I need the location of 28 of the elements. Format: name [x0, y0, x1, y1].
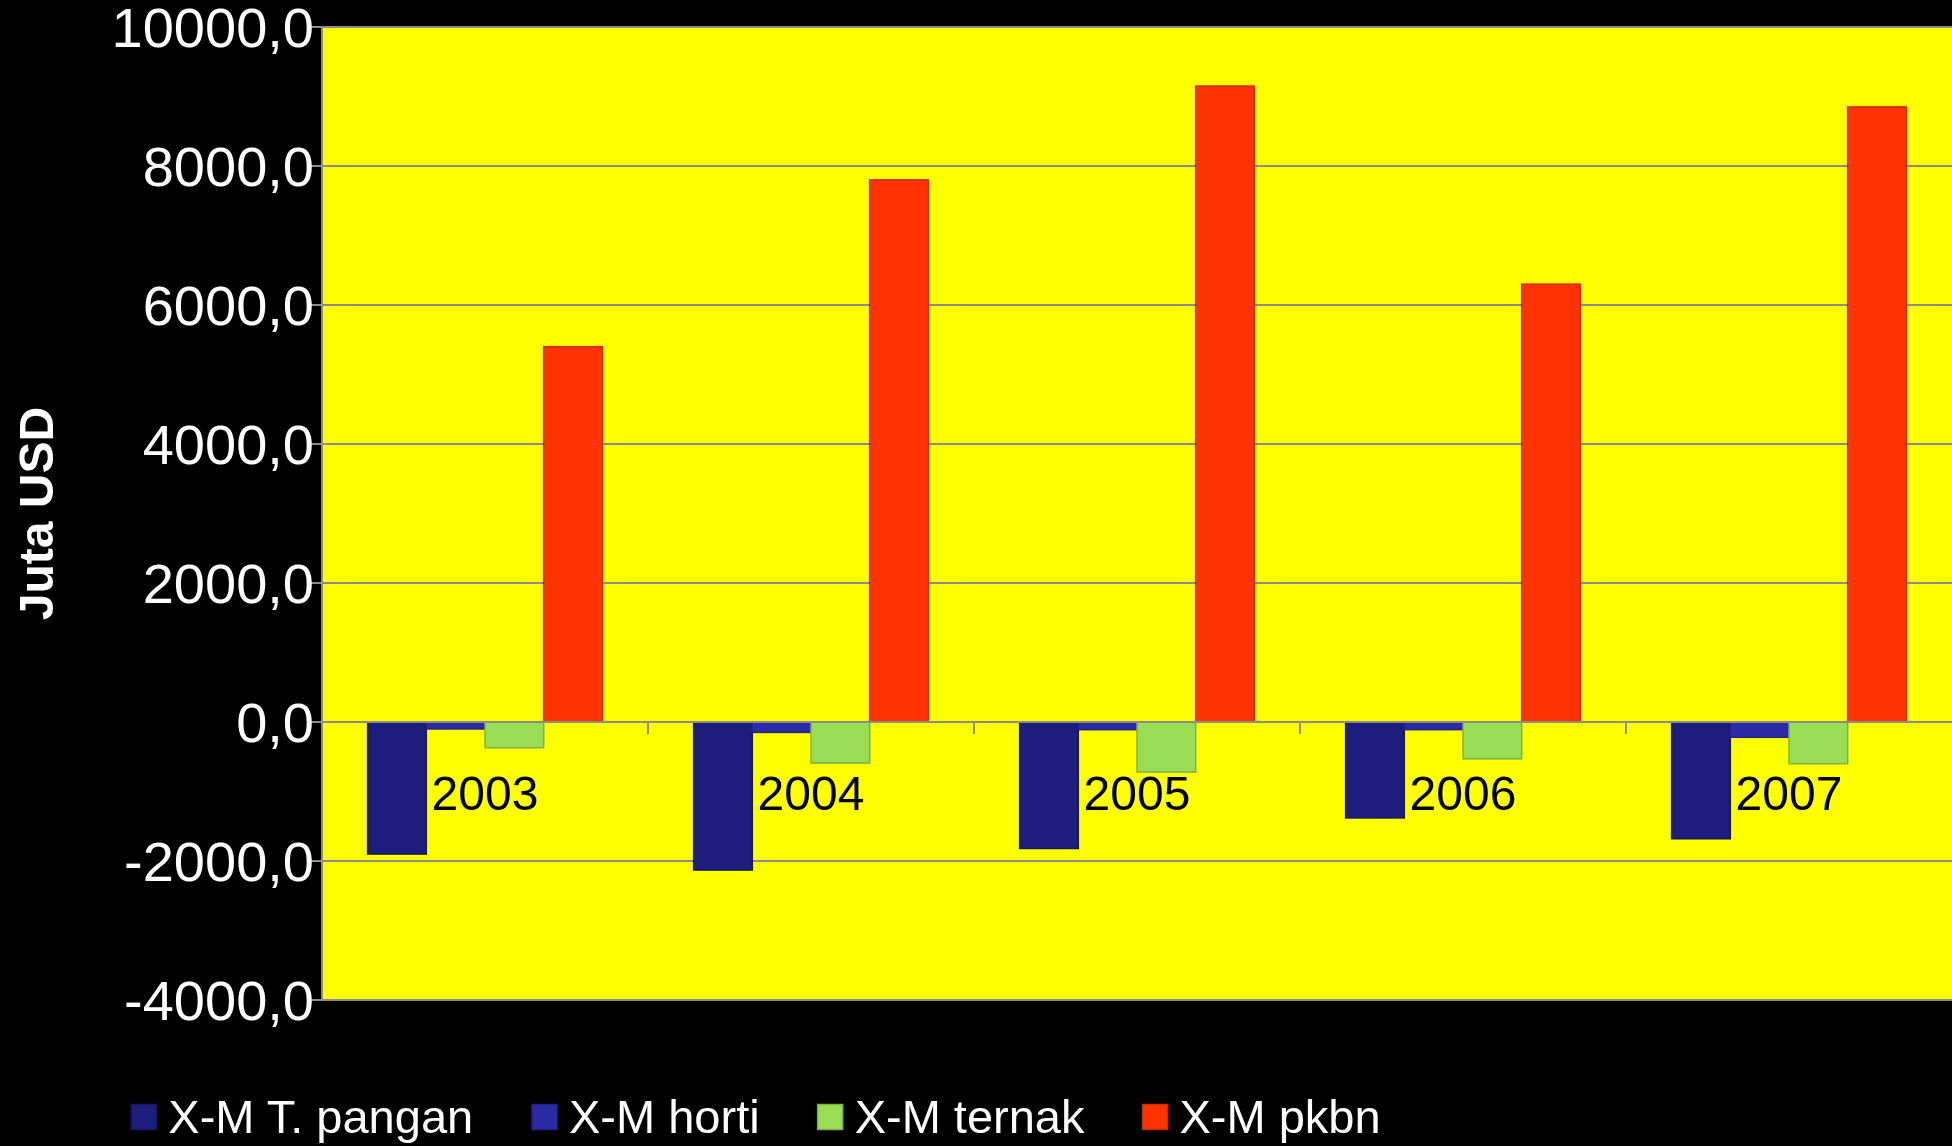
- bar: [1462, 721, 1523, 760]
- y-tick-label: 4000,0: [142, 412, 314, 476]
- legend-label: X-M pkbn: [1179, 1090, 1381, 1144]
- y-tick-label: 6000,0: [142, 273, 314, 337]
- legend-label: X-M T. pangan: [168, 1090, 474, 1144]
- legend-label: X-M horti: [569, 1090, 760, 1144]
- bar: [868, 179, 930, 723]
- bar: [484, 721, 545, 749]
- bar: [810, 721, 871, 764]
- legend-label: X-M ternak: [854, 1090, 1085, 1144]
- y-axis-title: Juta USD: [9, 406, 63, 621]
- bar: [542, 345, 604, 723]
- bar: [1520, 283, 1582, 723]
- bar: [1846, 106, 1908, 723]
- y-tick-label: 2000,0: [142, 551, 314, 615]
- x-tick-label: 2005: [1083, 767, 1191, 820]
- bar: [1788, 721, 1849, 765]
- y-tick-label: 10000,0: [111, 0, 314, 59]
- x-tick-label: 2004: [757, 767, 865, 820]
- y-tick-label: 0,0: [236, 690, 314, 754]
- x-tick-label: 2007: [1735, 767, 1843, 820]
- bar: [1136, 721, 1197, 773]
- x-tick-label: 2006: [1409, 767, 1517, 820]
- y-tick-label: 8000,0: [142, 134, 314, 198]
- bar: [1194, 85, 1256, 723]
- y-tick-label: -4000,0: [124, 968, 314, 1032]
- x-tick-label: 2003: [431, 767, 539, 820]
- y-tick-label: -2000,0: [124, 829, 314, 893]
